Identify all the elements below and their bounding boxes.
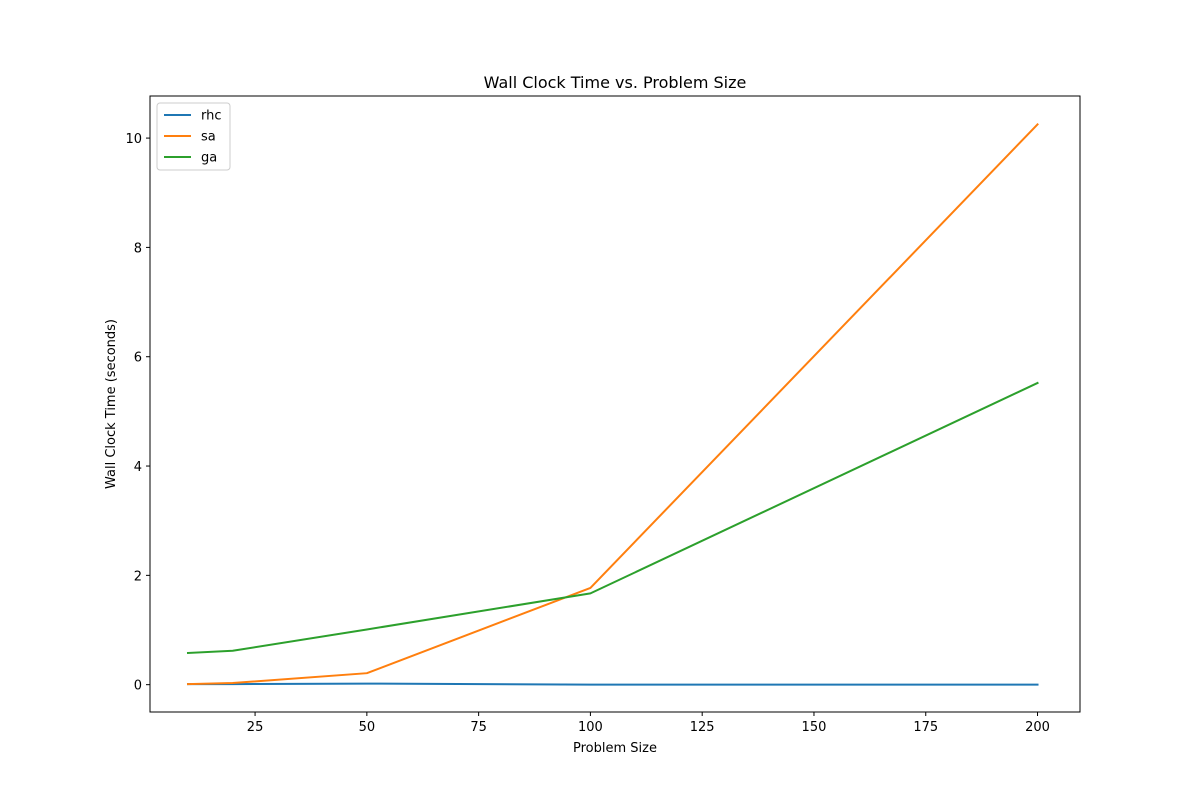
y-tick-label: 2 <box>134 569 142 584</box>
legend-label-ga: ga <box>201 151 217 166</box>
x-axis-ticks: 25 50 75 100 125 150 175 200 <box>247 712 1050 735</box>
x-tick-label: 125 <box>690 720 715 735</box>
x-tick-label: 100 <box>578 720 603 735</box>
legend-label-rhc: rhc <box>201 109 222 124</box>
x-tick-label: 75 <box>470 720 487 735</box>
x-tick-label: 200 <box>1025 720 1050 735</box>
plot-lines <box>186 123 1039 686</box>
y-tick-label: 10 <box>125 132 142 147</box>
y-axis-ticks: 0 2 4 6 8 10 <box>125 132 150 694</box>
plot-frame <box>149 95 1081 713</box>
y-tick-label: 8 <box>134 241 142 256</box>
y-tick-label: 6 <box>134 351 142 366</box>
x-tick-label: 50 <box>359 720 376 735</box>
legend-box <box>156 102 231 171</box>
series-line-sa <box>186 123 1039 686</box>
y-axis-label: Wall Clock Time (seconds) <box>104 319 119 489</box>
x-axis-label: Problem Size <box>573 741 657 756</box>
legend-label-sa: sa <box>201 130 216 145</box>
series-line-ga <box>186 381 1039 655</box>
y-tick-label: 0 <box>134 679 142 694</box>
legend: rhc sa ga <box>156 102 231 171</box>
y-tick-label: 4 <box>134 460 142 475</box>
x-tick-label: 25 <box>247 720 264 735</box>
x-tick-label: 175 <box>913 720 938 735</box>
chart-title: Wall Clock Time vs. Problem Size <box>484 73 747 92</box>
x-tick-label: 150 <box>802 720 827 735</box>
series-line-rhc <box>187 682 1039 686</box>
